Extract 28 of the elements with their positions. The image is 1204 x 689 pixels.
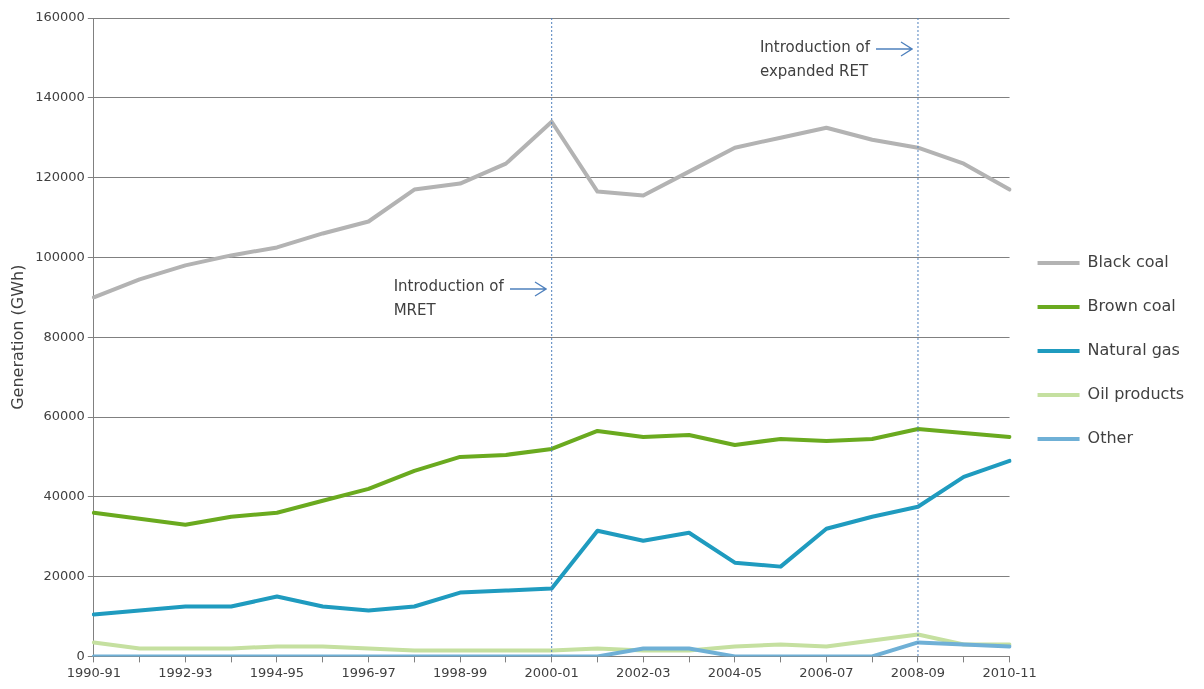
ref-line-label: Introduction of expanded RET <box>759 37 871 80</box>
y-tick-label: 160000 <box>35 9 85 25</box>
legend-label: Oil products <box>1087 384 1185 404</box>
legend-label: Brown coal <box>1087 296 1176 316</box>
x-tick-label: 2002-03 <box>616 664 671 680</box>
y-tick-label: 100000 <box>35 248 85 264</box>
legend-label: Natural gas <box>1087 340 1180 360</box>
x-tick-label: 1996-97 <box>341 664 396 680</box>
y-tick-label: 60000 <box>43 408 85 424</box>
x-tick-label: 2006-07 <box>799 664 854 680</box>
legend-label: Other <box>1087 428 1134 448</box>
x-tick-label: 1990-91 <box>66 664 121 680</box>
y-tick-label: 40000 <box>43 488 85 504</box>
y-tick-label: 140000 <box>35 89 85 105</box>
ref-line-label: Introduction of MRET <box>393 277 505 320</box>
legend-label: Black coal <box>1087 252 1169 272</box>
x-tick-label: 2000-01 <box>524 664 579 680</box>
y-tick-label: 120000 <box>35 168 85 184</box>
x-tick-label: 1994-95 <box>249 664 305 680</box>
y-axis-title: Generation (GWh) <box>7 264 27 410</box>
y-tick-label: 80000 <box>43 328 85 344</box>
x-tick-label: 2004-05 <box>707 664 762 680</box>
y-tick-label: 20000 <box>43 567 85 583</box>
x-tick-label: 1998-99 <box>432 664 488 680</box>
x-tick-label: 2008-09 <box>890 664 946 680</box>
x-tick-label: 2010-11 <box>982 664 1037 680</box>
y-tick-label: 0 <box>76 647 85 663</box>
x-tick-label: 1992-93 <box>158 664 213 680</box>
